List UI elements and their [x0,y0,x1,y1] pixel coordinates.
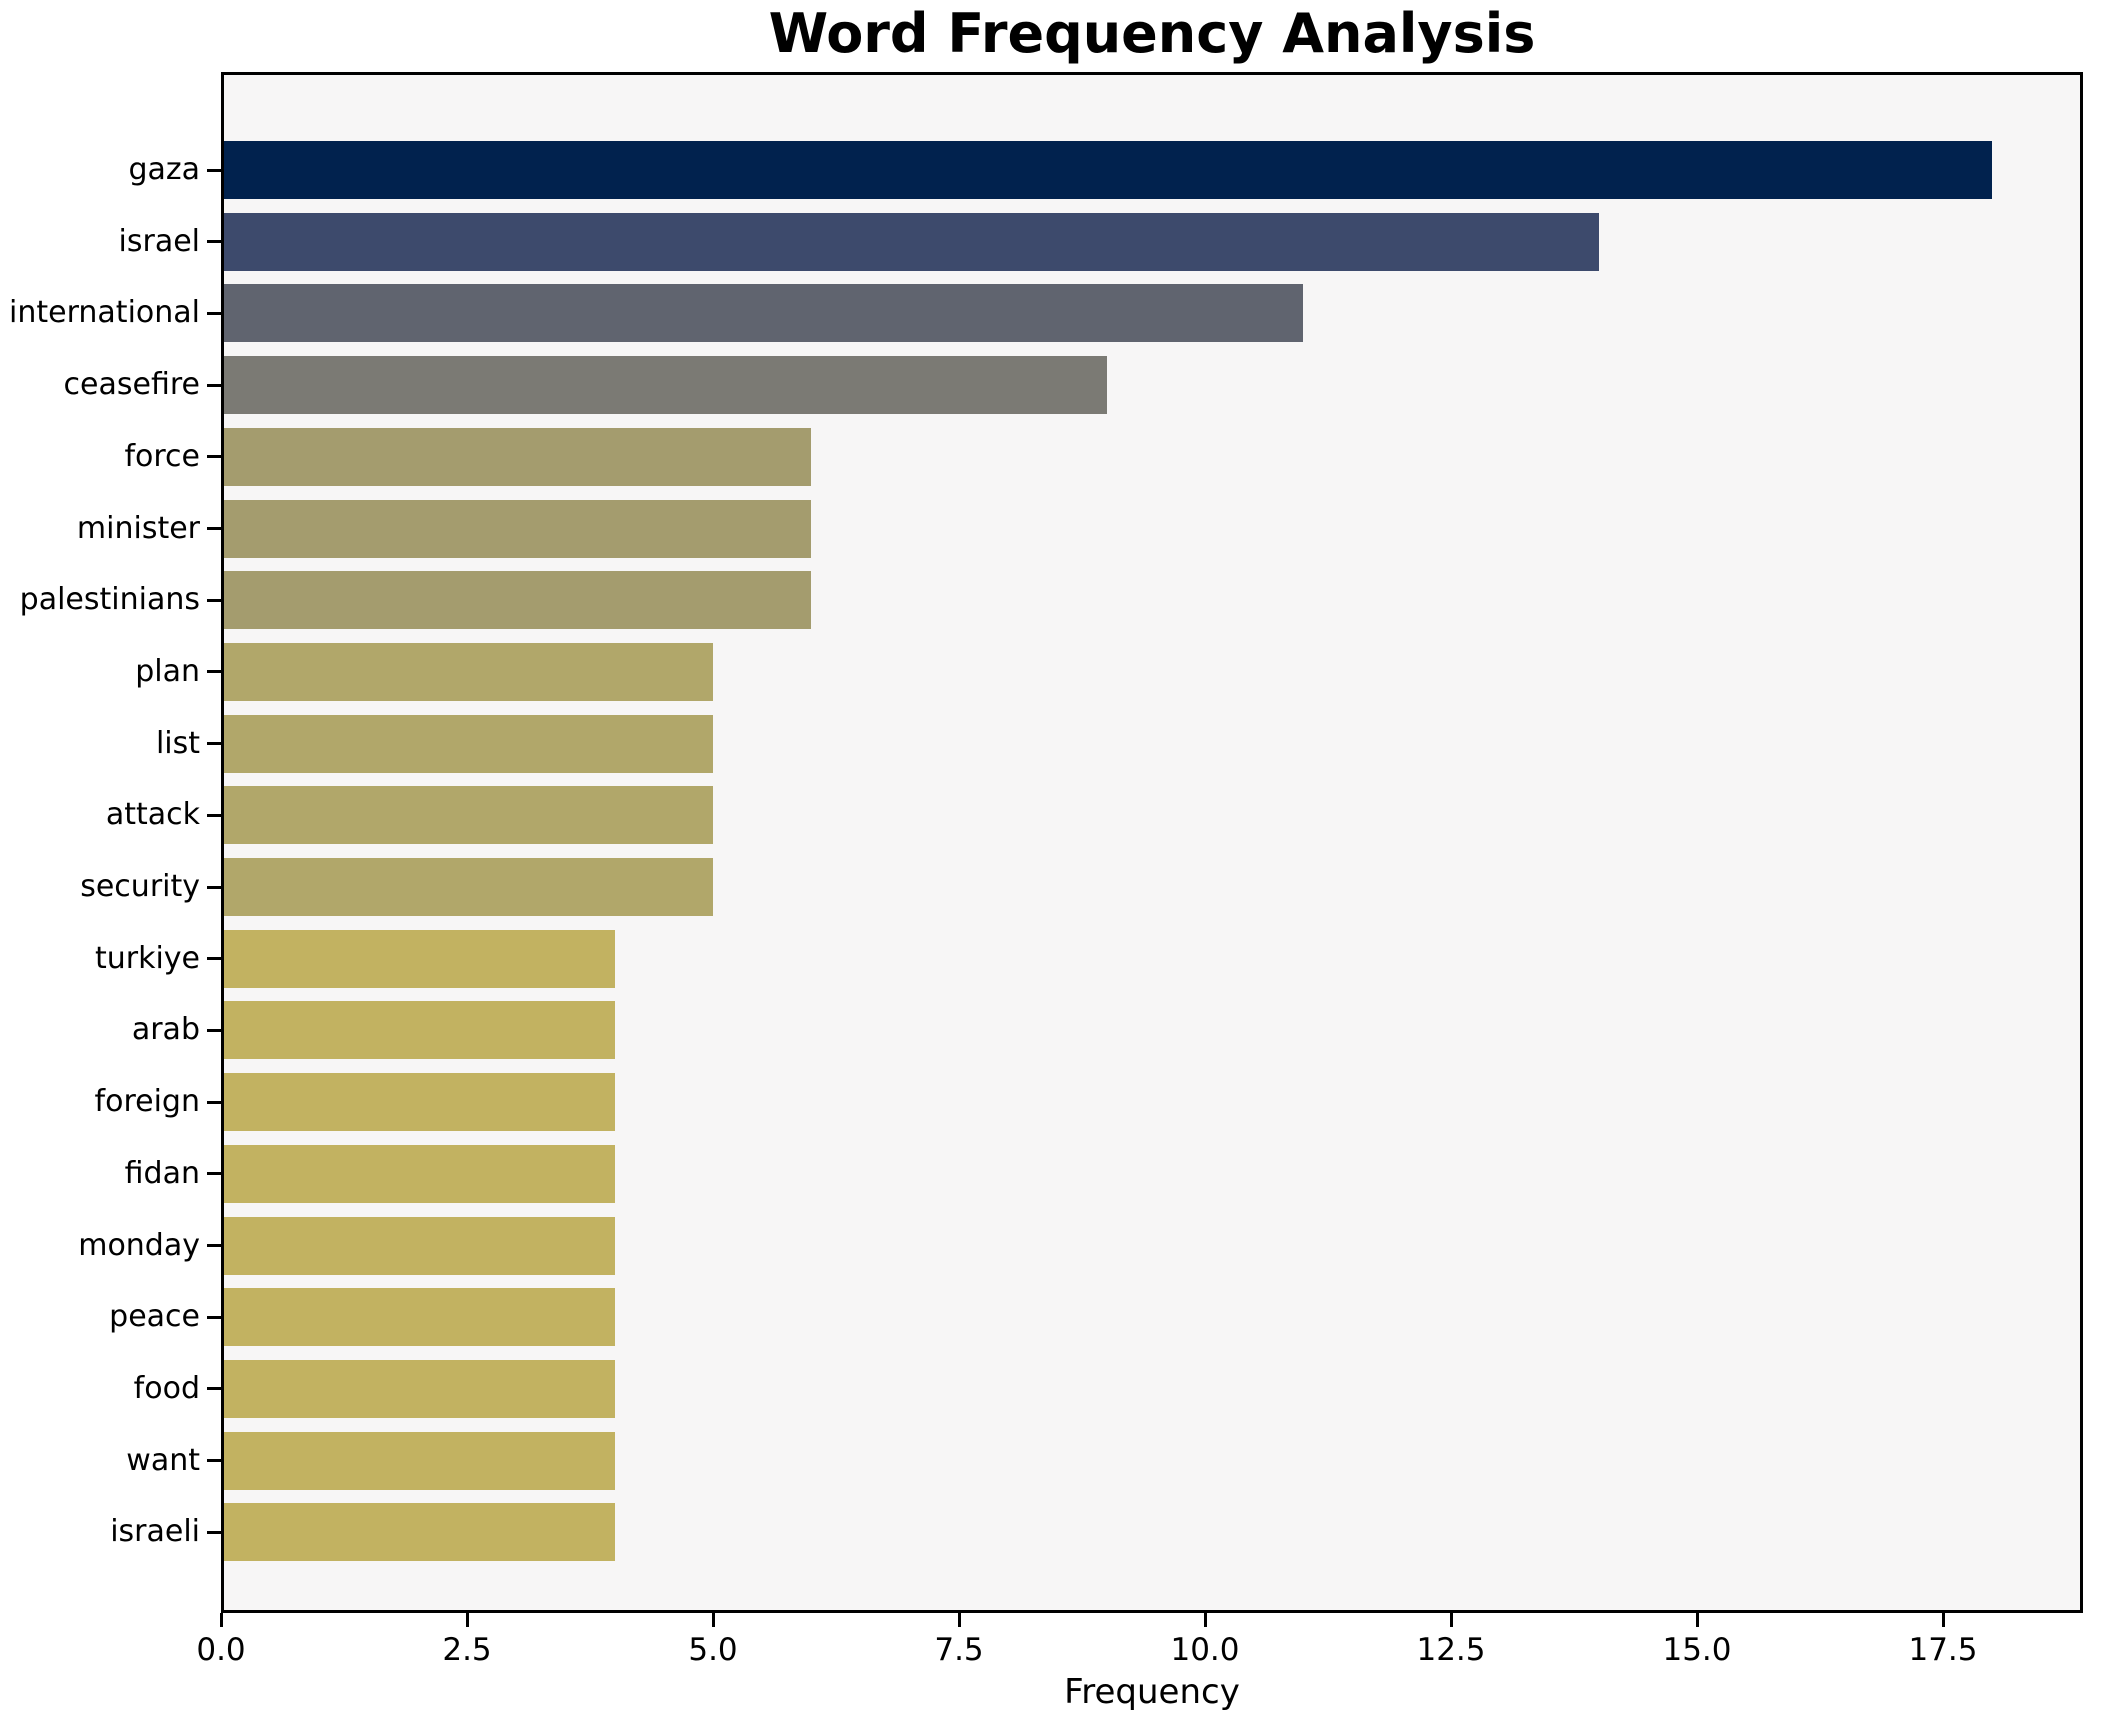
ytick-mark [207,1100,221,1104]
ytick-mark [207,1530,221,1534]
ytick-mark [207,885,221,889]
bar-monday [224,1216,615,1275]
ytick-mark [207,1244,221,1247]
xtick-label-17.5: 17.5 [1908,1632,1978,1668]
bar-food [224,1359,615,1418]
xtick-label-10.0: 10.0 [1170,1632,1240,1668]
ytick-mark [207,240,221,244]
xtick-mark [711,1613,715,1627]
bar-peace [224,1288,615,1347]
xtick-label-12.5: 12.5 [1416,1632,1486,1668]
ytick-label-fidan: fidan [124,1155,200,1191]
bar-turkiye [224,929,615,988]
bar-plan [224,642,713,701]
bar-want [224,1431,615,1490]
ytick-label-security: security [80,869,200,904]
bar-list [224,714,713,773]
bar-force [224,427,811,486]
ytick-label-force: force [124,438,200,474]
xtick-mark [1941,1613,1945,1627]
ytick-label-attack: attack [105,797,200,833]
ytick-mark [207,1028,221,1032]
ytick-label-plan: plan [135,653,200,689]
xtick-label-15.0: 15.0 [1662,1632,1732,1668]
bar-foreign [224,1073,615,1132]
bar-fidan [224,1144,615,1203]
x-axis-label: Frequency [1064,1672,1240,1712]
bar-international [224,284,1303,343]
ytick-label-gaza: gaza [128,152,200,187]
xtick-mark [1203,1613,1207,1627]
bar-arab [224,1001,615,1060]
ytick-mark [207,598,221,602]
ytick-label-peace: peace [109,1299,200,1335]
ytick-mark [207,168,221,172]
ytick-mark [207,742,221,746]
xtick-label-7.5: 7.5 [934,1632,984,1668]
xtick-mark [465,1613,469,1627]
ytick-label-israeli: israeli [110,1514,200,1550]
ytick-label-monday: monday [78,1227,200,1263]
ytick-label-list: list [155,725,200,761]
ytick-mark [207,813,221,817]
ytick-mark [207,455,221,459]
xtick-mark [1449,1613,1453,1627]
ytick-label-international: international [9,295,200,331]
xtick-label-5.0: 5.0 [688,1632,738,1668]
ytick-label-food: food [133,1370,200,1406]
bar-palestinians [224,571,811,630]
bar-gaza [224,141,1992,199]
ytick-label-palestinians: palestinians [19,582,200,618]
ytick-label-arab: arab [131,1012,200,1048]
ytick-mark [207,527,221,530]
bar-attack [224,786,713,845]
ytick-mark [207,383,221,387]
xtick-mark [1695,1613,1699,1627]
bar-ceasefire [224,356,1107,415]
ytick-mark [207,957,221,961]
chart-title: Word Frequency Analysis [768,2,1536,65]
ytick-label-turkiye: turkiye [94,940,200,976]
ytick-label-ceasefire: ceasefire [63,367,200,403]
ytick-mark [207,1315,221,1319]
xtick-mark [219,1613,223,1627]
bar-israeli [224,1503,615,1562]
xtick-label-2.5: 2.5 [442,1632,492,1668]
ytick-label-want: want [126,1442,200,1478]
ytick-mark [207,670,221,674]
ytick-mark [207,1387,221,1391]
bar-israel [224,212,1599,271]
bar-security [224,858,713,916]
bar-minister [224,499,811,558]
xtick-label-0.0: 0.0 [196,1632,246,1668]
ytick-mark [207,311,221,315]
ytick-label-israel: israel [118,223,200,259]
xtick-mark [957,1613,961,1627]
ytick-mark [207,1459,221,1463]
ytick-label-foreign: foreign [94,1084,200,1120]
ytick-label-minister: minister [76,510,200,546]
ytick-mark [207,1172,221,1176]
